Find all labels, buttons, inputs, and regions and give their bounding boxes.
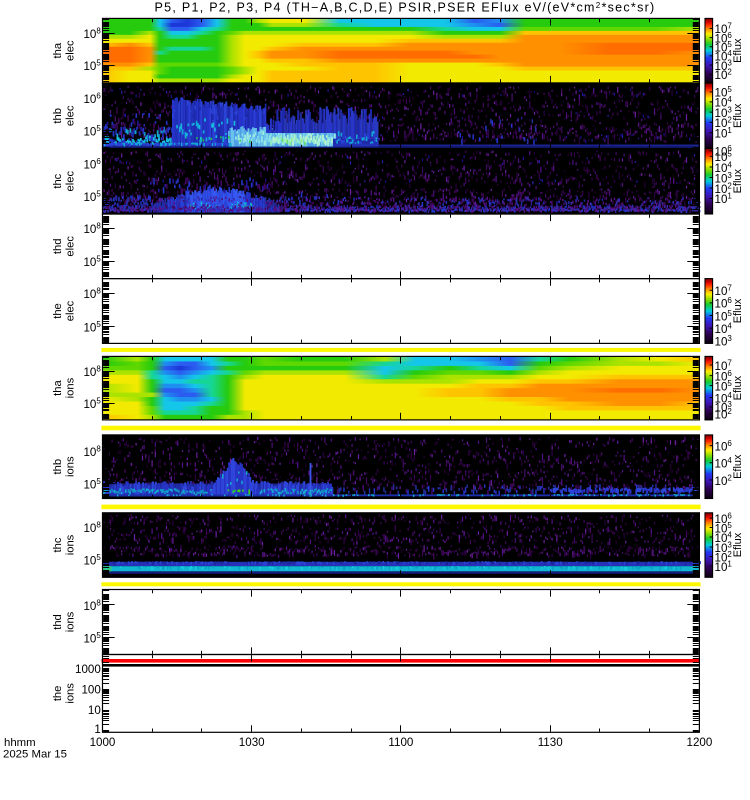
svg-text:elec: elec bbox=[65, 40, 77, 61]
svg-text:100: 100 bbox=[81, 684, 100, 697]
svg-text:ions: ions bbox=[65, 611, 77, 632]
svg-text:1100: 1100 bbox=[388, 736, 413, 749]
svg-text:2025 Mar 15: 2025 Mar 15 bbox=[3, 749, 67, 761]
svg-text:1200: 1200 bbox=[687, 736, 713, 749]
svg-text:1000: 1000 bbox=[75, 663, 101, 676]
svg-text:thc: thc bbox=[52, 537, 64, 552]
svg-text:elec: elec bbox=[65, 105, 77, 126]
svg-text:elec: elec bbox=[65, 300, 77, 321]
svg-text:thc: thc bbox=[52, 173, 64, 188]
svg-text:Eflux: Eflux bbox=[732, 103, 744, 128]
svg-text:ions: ions bbox=[65, 683, 77, 704]
svg-text:hhmm: hhmm bbox=[4, 737, 36, 749]
svg-text:1000: 1000 bbox=[90, 736, 116, 749]
svg-text:Eflux: Eflux bbox=[732, 532, 744, 557]
svg-text:Eflux: Eflux bbox=[732, 168, 744, 193]
svg-text:1130: 1130 bbox=[538, 736, 563, 749]
svg-text:Eflux: Eflux bbox=[732, 375, 744, 400]
svg-text:thd: thd bbox=[52, 239, 64, 255]
svg-text:P5, P1, P2, P3, P4 (TH−A,B,C,D: P5, P1, P2, P3, P4 (TH−A,B,C,D,E) PSIR,P… bbox=[154, 1, 655, 15]
svg-text:tha: tha bbox=[52, 42, 64, 58]
svg-text:Eflux: Eflux bbox=[732, 38, 744, 63]
svg-text:10: 10 bbox=[88, 704, 101, 717]
svg-text:the: the bbox=[52, 686, 64, 702]
svg-text:1: 1 bbox=[94, 723, 100, 736]
svg-text:ions: ions bbox=[65, 534, 77, 555]
svg-text:thb: thb bbox=[52, 459, 64, 475]
svg-text:tha: tha bbox=[52, 380, 64, 396]
svg-text:ions: ions bbox=[65, 456, 77, 477]
svg-text:thd: thd bbox=[52, 614, 64, 630]
svg-text:Eflux: Eflux bbox=[732, 298, 744, 323]
svg-text:1030: 1030 bbox=[239, 736, 265, 749]
svg-text:the: the bbox=[52, 303, 64, 319]
svg-text:elec: elec bbox=[65, 236, 77, 257]
svg-text:ions: ions bbox=[65, 377, 77, 398]
svg-text:elec: elec bbox=[65, 171, 77, 192]
svg-text:thb: thb bbox=[52, 108, 64, 124]
svg-text:Eflux: Eflux bbox=[732, 454, 744, 479]
